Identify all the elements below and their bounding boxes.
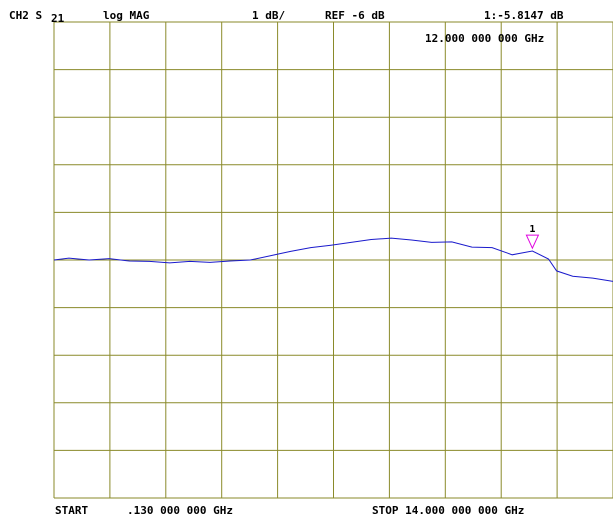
stop-frequency: STOP 14.000 000 000 GHz [372, 504, 525, 517]
marker-1: 1 [525, 224, 540, 250]
marker-readout: 1:-5.8147 dB [484, 9, 564, 22]
graticule [53, 21, 613, 499]
start-label: START [55, 504, 89, 517]
channel-label: CH2 S [9, 9, 43, 22]
marker-frequency: 12.000 000 000 GHz [425, 32, 545, 45]
format-label: log MAG [103, 9, 150, 22]
trace-line [53, 237, 613, 282]
start-frequency: .130 000 000 GHz [127, 504, 233, 517]
channel-sub-label: 21 [51, 12, 65, 25]
marker-label: 1 [529, 224, 535, 235]
reference-label: REF -6 dB [325, 9, 385, 22]
scale-label: 1 dB/ [252, 9, 286, 22]
marker-triangle [525, 234, 540, 250]
